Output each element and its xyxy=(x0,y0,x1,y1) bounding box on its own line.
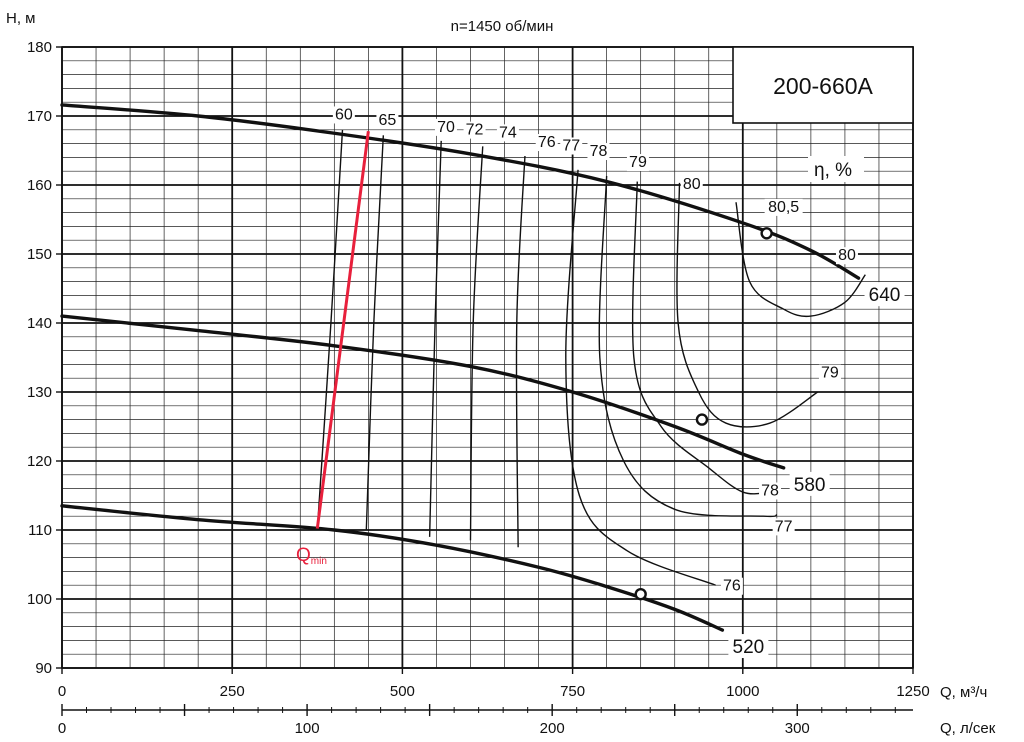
x2-tick-label: 0 xyxy=(58,720,66,737)
head-curve-label-bg xyxy=(789,471,830,496)
chart-title: n=1450 об/мин xyxy=(451,18,554,35)
efficiency-line-76 xyxy=(565,169,716,586)
eta-label: 60 xyxy=(335,106,353,123)
head-curve-label: 580 xyxy=(794,475,826,496)
efficiency-line-79 xyxy=(676,182,819,428)
eta-label: 70 xyxy=(437,119,455,136)
eta-label-bg xyxy=(720,577,743,595)
x-tick-label: 750 xyxy=(560,683,585,700)
efficiency-line-74 xyxy=(515,155,526,548)
operating-point xyxy=(760,227,773,240)
eta-label: 79 xyxy=(821,365,839,382)
eta-label-bg xyxy=(496,124,519,142)
eta-label: 77 xyxy=(562,138,580,155)
eta-label-bg xyxy=(835,247,858,265)
head-curve-label: 640 xyxy=(869,285,901,306)
eta-label-bg xyxy=(376,111,399,129)
eta-label: 65 xyxy=(379,112,397,129)
qmin-line xyxy=(315,130,370,529)
model-label: 200-660A xyxy=(773,73,873,99)
x-tick-label: 1000 xyxy=(726,683,759,700)
model-box xyxy=(732,46,914,124)
operating-point xyxy=(695,413,709,426)
eta-label-bg xyxy=(680,176,703,194)
x-tick-label: 250 xyxy=(220,683,245,700)
eta-label-bg xyxy=(535,134,558,152)
efficiency-line-78 xyxy=(631,181,771,495)
eta-axis-label-bg xyxy=(808,156,864,182)
head-curve-label-bg xyxy=(864,282,905,307)
efficiency-line-65 xyxy=(365,135,385,531)
efficiency-line-77 xyxy=(598,176,778,518)
eta-label-bg xyxy=(626,154,649,172)
efficiency-line-60 xyxy=(316,129,344,531)
head-curve-640 xyxy=(60,103,861,280)
eta-label: 80,5 xyxy=(768,199,799,216)
curves-layer: 640 580 520 60 65 70 72 74 76 77 78 79 80 80,5 80 79 78 7… xyxy=(60,103,905,659)
x-tick-label: 500 xyxy=(390,683,415,700)
eta-label-bg xyxy=(772,518,795,536)
y-tick-label: 130 xyxy=(27,384,52,401)
y-axis-label: H, м xyxy=(6,10,35,27)
eta-label: 76 xyxy=(723,578,741,595)
eta-label: 79 xyxy=(629,154,647,171)
eta-label: 78 xyxy=(590,143,608,160)
x2-tick-label: 300 xyxy=(785,720,810,737)
eta-label-bg xyxy=(560,137,583,155)
y-tick-label: 140 xyxy=(27,315,52,332)
eta-label-bg xyxy=(764,198,803,216)
eta-label: 78 xyxy=(761,483,779,500)
x2-tick-label: 200 xyxy=(540,720,565,737)
operating-point xyxy=(634,587,647,601)
eta-label-bg xyxy=(759,482,782,500)
eta-label-bg xyxy=(434,118,457,136)
x-axis-label: Q, м³/ч xyxy=(940,684,987,701)
eta-axis-label: η, % xyxy=(814,160,852,181)
eta-label: 80 xyxy=(683,176,701,193)
y-tick-label: 90 xyxy=(35,660,52,677)
efficiency-line-80 xyxy=(735,202,866,318)
y-tick-label: 160 xyxy=(27,177,52,194)
x2-tick-label: 100 xyxy=(295,720,320,737)
y-tick-label: 180 xyxy=(27,39,52,56)
eta-label-bg xyxy=(587,143,610,161)
x-tick-label: 1250 xyxy=(896,683,929,700)
efficiency-line-72 xyxy=(469,146,484,541)
y-tick-label: 110 xyxy=(28,522,52,539)
eta-label-bg xyxy=(463,121,486,139)
y-tick-label: 120 xyxy=(27,453,52,470)
major-grid xyxy=(61,46,914,669)
x-tick-label: 0 xyxy=(58,683,66,700)
plot-frame xyxy=(61,46,914,669)
y-tick-label: 170 xyxy=(27,108,52,125)
eta-label-bg xyxy=(818,364,841,382)
y-tick-label: 150 xyxy=(27,246,52,263)
minor-grid xyxy=(62,47,913,668)
eta-label: 72 xyxy=(466,122,484,139)
head-curve-580 xyxy=(60,314,786,470)
efficiency-line-70 xyxy=(428,140,442,537)
head-curve-label-bg xyxy=(728,634,769,659)
qmin-main: Q xyxy=(296,545,311,566)
ticks-layer: 90 100 110 120 130 140 150 160 170 180 0 250 500 750 1… xyxy=(27,39,930,737)
head-curve-520 xyxy=(60,504,725,632)
x2-axis-label: Q, л/сек xyxy=(940,720,996,737)
eta-label: 80 xyxy=(838,247,856,264)
eta-label-bg xyxy=(332,106,355,124)
y-tick-label: 100 xyxy=(27,591,52,608)
qmin-sub: min xyxy=(311,556,327,567)
head-curve-label: 520 xyxy=(733,637,765,658)
eta-label: 77 xyxy=(775,518,793,535)
eta-label: 76 xyxy=(538,134,556,151)
qmin-label: Qmin xyxy=(296,545,327,567)
eta-label: 74 xyxy=(499,124,517,141)
